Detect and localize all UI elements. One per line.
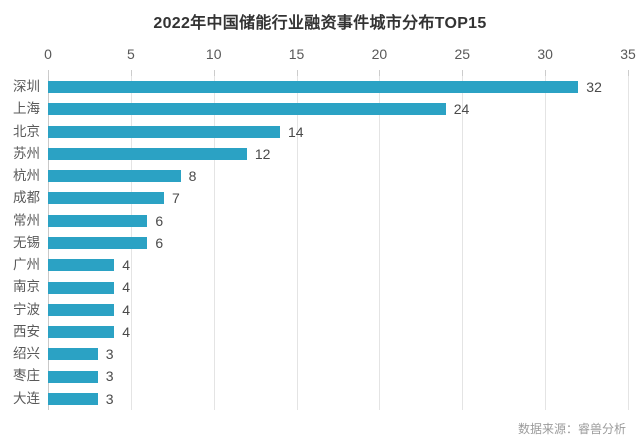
gridline [545, 76, 547, 410]
value-label: 12 [254, 145, 271, 162]
value-label: 7 [172, 190, 180, 207]
x-tick-label: 0 [44, 46, 52, 62]
x-tick-label: 10 [205, 46, 222, 62]
value-label: 14 [288, 123, 304, 140]
x-tick-mark [379, 70, 381, 76]
category-label: 宁波 [13, 301, 40, 317]
x-tick-label: 35 [620, 46, 636, 62]
bar[interactable] [48, 348, 98, 361]
value-label: 3 [105, 368, 114, 385]
category-label: 南京 [13, 279, 40, 295]
value-label: 6 [155, 234, 164, 251]
x-tick-label: 30 [537, 46, 553, 62]
value-label: 6 [155, 212, 164, 229]
x-tick-mark [545, 70, 547, 76]
data-source-label: 数据来源：睿兽分析 [517, 422, 626, 436]
gridline [296, 76, 298, 410]
bar[interactable] [48, 326, 115, 339]
value-label: 3 [105, 390, 114, 407]
bar[interactable] [48, 103, 446, 116]
category-label: 西安 [13, 323, 40, 339]
x-tick-mark [130, 70, 132, 76]
bar-row: 绍兴 3 [0, 343, 640, 365]
category-label: 绍兴 [13, 346, 40, 362]
bar[interactable] [48, 370, 98, 383]
value-label: 4 [122, 323, 131, 340]
category-label: 大连 [13, 390, 40, 406]
x-tick-mark [462, 70, 464, 76]
bar-row: 西安 4 [0, 321, 640, 343]
bar-row: 广州 4 [0, 254, 640, 276]
bar-row: 苏州 12 [0, 143, 640, 165]
chart-title: 2022年中国储能行业融资事件城市分布TOP15 [153, 15, 487, 32]
category-label: 枣庄 [13, 368, 40, 384]
bar-row: 成都 7 [0, 187, 640, 209]
value-label: 4 [122, 257, 131, 274]
value-label: 3 [105, 346, 114, 363]
bar-row: 杭州 8 [0, 165, 640, 187]
x-tick-mark [628, 70, 629, 76]
category-label: 深圳 [13, 79, 40, 94]
category-label: 苏州 [13, 145, 40, 161]
bar-row: 无锡 6 [0, 232, 640, 254]
category-label: 上海 [13, 101, 40, 117]
bar-row: 枣庄 3 [0, 365, 640, 387]
x-tick-label: 15 [288, 46, 305, 62]
value-label: 8 [188, 168, 197, 185]
x-tick-label: 20 [371, 46, 388, 62]
gridline [379, 76, 381, 410]
bar-row: 深圳 32 [0, 76, 640, 98]
bar-row: 上海 24 [0, 98, 640, 120]
bar[interactable] [48, 236, 148, 249]
gridline [213, 76, 215, 410]
category-label: 广州 [13, 257, 40, 273]
bar-row: 大连 3 [0, 388, 640, 410]
x-tick-mark [48, 70, 49, 76]
category-label: 常州 [13, 212, 40, 228]
bar[interactable] [48, 81, 579, 94]
x-tick-mark [296, 70, 298, 76]
bar-row: 常州 6 [0, 210, 640, 232]
bar[interactable] [48, 125, 280, 138]
value-label: 4 [122, 301, 131, 318]
category-label: 无锡 [13, 234, 40, 250]
bar[interactable] [48, 170, 181, 183]
x-tick-mark [213, 70, 215, 76]
category-label: 北京 [13, 123, 40, 139]
category-label: 成都 [13, 190, 40, 206]
bar[interactable] [48, 147, 247, 160]
bar-row: 宁波 4 [0, 299, 640, 321]
gridline [462, 76, 464, 410]
x-tick-label: 25 [454, 46, 471, 62]
bar[interactable] [48, 259, 115, 272]
value-label: 4 [122, 279, 131, 296]
bar[interactable] [48, 281, 115, 294]
bar[interactable] [48, 303, 115, 316]
gridline [628, 76, 629, 410]
category-label: 杭州 [13, 168, 40, 184]
x-tick-label: 5 [126, 46, 135, 62]
bar[interactable] [48, 192, 164, 205]
value-label: 24 [453, 101, 470, 118]
bar[interactable] [48, 214, 148, 227]
bar-row: 北京 14 [0, 121, 640, 143]
bar-row: 南京 4 [0, 276, 640, 298]
bar[interactable] [48, 392, 98, 405]
value-label: 32 [586, 79, 602, 95]
